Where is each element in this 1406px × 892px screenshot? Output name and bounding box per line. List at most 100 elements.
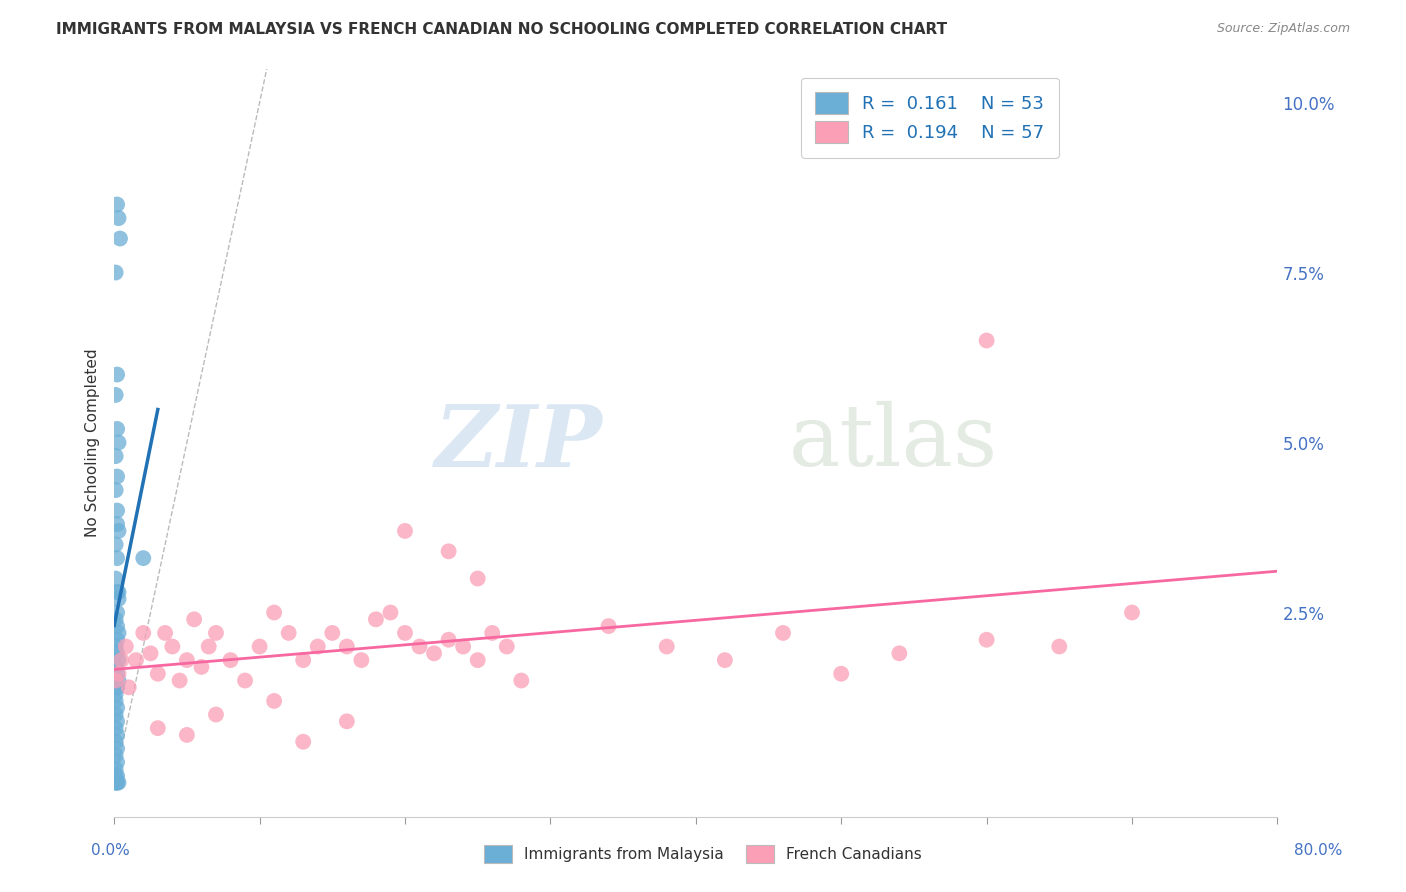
Point xyxy=(104,673,127,688)
Text: ZIP: ZIP xyxy=(434,401,603,484)
Point xyxy=(976,632,998,647)
Point xyxy=(176,728,198,742)
Point xyxy=(118,681,141,695)
Point xyxy=(233,673,256,688)
Point xyxy=(169,673,191,688)
Point xyxy=(107,591,129,606)
Point xyxy=(277,626,299,640)
Point xyxy=(176,653,198,667)
Point xyxy=(104,769,127,783)
Point xyxy=(105,728,128,742)
Point xyxy=(190,660,212,674)
Point xyxy=(364,612,387,626)
Point xyxy=(105,769,128,783)
Point xyxy=(830,666,852,681)
Text: IMMIGRANTS FROM MALAYSIA VS FRENCH CANADIAN NO SCHOOLING COMPLETED CORRELATION C: IMMIGRANTS FROM MALAYSIA VS FRENCH CANAD… xyxy=(56,22,948,37)
Point xyxy=(336,640,359,654)
Point xyxy=(107,626,129,640)
Point xyxy=(146,666,169,681)
Point xyxy=(105,585,128,599)
Point xyxy=(205,707,228,722)
Point xyxy=(105,619,128,633)
Point xyxy=(976,334,998,348)
Point xyxy=(772,626,794,640)
Point xyxy=(104,775,127,789)
Point xyxy=(451,640,474,654)
Point xyxy=(510,673,533,688)
Point xyxy=(655,640,678,654)
Point xyxy=(104,537,127,551)
Point xyxy=(219,653,242,667)
Point xyxy=(107,524,129,538)
Point xyxy=(105,551,128,566)
Point xyxy=(394,626,416,640)
Point xyxy=(105,368,128,382)
Y-axis label: No Schooling Completed: No Schooling Completed xyxy=(86,348,100,537)
Point xyxy=(336,714,359,729)
Point xyxy=(107,775,129,789)
Point xyxy=(249,640,271,654)
Point xyxy=(394,524,416,538)
Point xyxy=(132,626,155,640)
Point xyxy=(105,700,128,714)
Point xyxy=(105,197,128,211)
Point xyxy=(380,606,402,620)
Point xyxy=(105,741,128,756)
Point xyxy=(104,640,127,654)
Point xyxy=(104,748,127,763)
Text: 0.0%: 0.0% xyxy=(91,843,131,858)
Point xyxy=(105,681,128,695)
Text: 80.0%: 80.0% xyxy=(1295,843,1343,858)
Point xyxy=(105,469,128,483)
Point xyxy=(437,544,460,558)
Point xyxy=(423,646,446,660)
Point xyxy=(104,735,127,749)
Point xyxy=(104,707,127,722)
Text: Source: ZipAtlas.com: Source: ZipAtlas.com xyxy=(1216,22,1350,36)
Point xyxy=(105,646,128,660)
Legend: R =  0.161    N = 53, R =  0.194    N = 57: R = 0.161 N = 53, R = 0.194 N = 57 xyxy=(801,78,1059,158)
Point xyxy=(110,653,132,667)
Point xyxy=(598,619,620,633)
Point xyxy=(105,422,128,436)
Point xyxy=(107,585,129,599)
Point xyxy=(292,735,315,749)
Point xyxy=(467,653,489,667)
Point xyxy=(104,660,127,674)
Point xyxy=(408,640,430,654)
Point xyxy=(104,612,127,626)
Point xyxy=(105,666,128,681)
Point xyxy=(153,626,176,640)
Point xyxy=(495,640,517,654)
Point xyxy=(104,694,127,708)
Point xyxy=(205,626,228,640)
Point xyxy=(183,612,205,626)
Point xyxy=(105,606,128,620)
Point xyxy=(104,449,127,463)
Point xyxy=(104,721,127,735)
Point xyxy=(437,632,460,647)
Point xyxy=(105,775,128,789)
Text: atlas: atlas xyxy=(789,401,998,484)
Point xyxy=(714,653,737,667)
Point xyxy=(105,517,128,532)
Point xyxy=(107,211,129,226)
Point xyxy=(350,653,373,667)
Point xyxy=(104,572,127,586)
Point xyxy=(162,640,184,654)
Point xyxy=(889,646,911,660)
Point xyxy=(321,626,343,640)
Point xyxy=(263,606,285,620)
Point xyxy=(105,681,128,695)
Point xyxy=(467,572,489,586)
Point xyxy=(125,653,148,667)
Point xyxy=(139,646,162,660)
Point xyxy=(105,503,128,517)
Point xyxy=(105,714,128,729)
Point xyxy=(105,775,128,789)
Point xyxy=(263,694,285,708)
Point xyxy=(146,721,169,735)
Point xyxy=(1121,606,1143,620)
Point xyxy=(104,483,127,497)
Point xyxy=(481,626,503,640)
